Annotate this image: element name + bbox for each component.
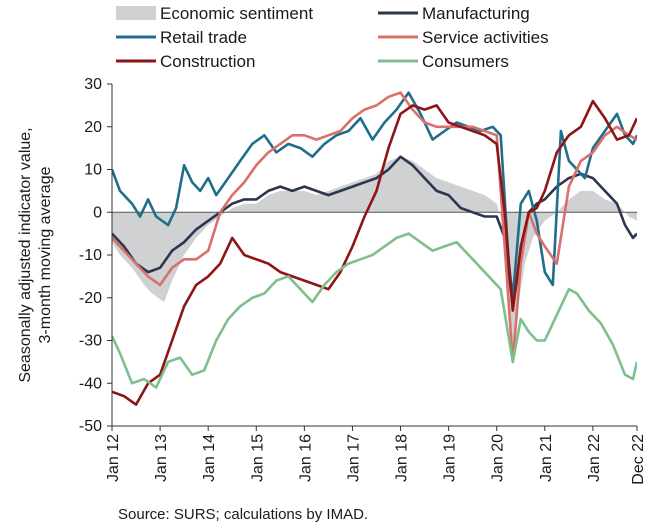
series-line-retail-trade [112,91,637,300]
y-axis-label: Seasonally adjusted indicator value, 3-mo… [17,127,54,382]
y-tick-label: -20 [79,290,102,307]
y-tick-label: -10 [79,247,102,264]
series-line-construction [112,99,637,406]
x-tick-label: Jan 14 [201,434,218,482]
y-tick-label: -30 [79,333,102,350]
legend-item-retail-trade: Retail trade [116,28,247,47]
y-axis-label-line: 3-month moving average [37,166,54,343]
legend-label: Manufacturing [422,4,530,23]
legend-item-manufacturing: Manufacturing [378,4,530,23]
legend-label: Consumers [422,52,509,71]
legend-label: Service activities [422,28,549,47]
series-area-economic-sentiment [112,156,637,350]
x-tick-label: Jan 13 [153,434,170,482]
x-tick-label: Jan 19 [442,434,459,482]
series-line-service-activities [112,91,637,364]
legend-item-construction: Construction [116,52,255,71]
y-tick-label: 20 [84,119,102,136]
x-tick-label: Jan 18 [394,434,411,482]
y-tick-label: 30 [84,76,102,93]
plot-area [112,91,637,406]
y-tick-label: -50 [79,418,102,435]
y-tick-label: 10 [84,162,102,179]
source-note: Source: SURS; calculations by IMAD. [118,506,369,523]
x-tick-label: Jan 21 [538,434,555,482]
legend-swatch [116,6,156,20]
x-tick-label: Jan 15 [249,434,266,482]
legend-label: Construction [160,52,255,71]
legend-item-service-activities: Service activities [378,28,549,47]
y-tick-label: 0 [93,204,102,221]
x-tick-label: Jan 16 [297,434,314,482]
series-line-consumers [112,232,637,389]
x-tick-label: Jan 12 [105,434,122,482]
legend-label: Economic sentiment [160,4,313,23]
legend: Economic sentiment Manufacturing Retail tr… [116,4,549,71]
x-tick-label: Jan 20 [490,434,507,482]
y-tick-label: -40 [79,375,102,392]
x-tick-label: Jan 17 [345,434,362,482]
legend-label: Retail trade [160,28,247,47]
legend-item-economic-sentiment: Economic sentiment [116,4,313,23]
legend-item-consumers: Consumers [378,52,509,71]
y-axis-label-line: Seasonally adjusted indicator value, [17,127,34,382]
x-tick-label: Jan 22 [586,434,603,482]
x-tick-label: Dec 22 [630,434,647,485]
